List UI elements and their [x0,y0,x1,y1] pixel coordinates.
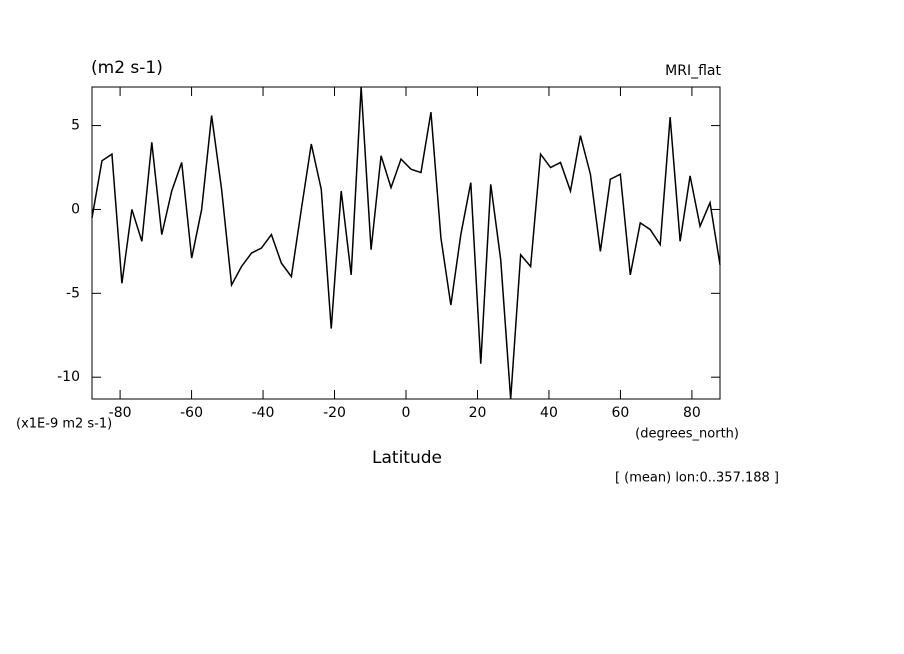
chart-subtitle: MRI_flat [665,63,721,79]
y-tick-label: -10 [57,369,80,385]
y-tick-label: 5 [71,118,80,134]
y-tick-label: 0 [71,201,80,217]
annotation: [ (mean) lon:0..357.188 ] [615,471,779,486]
x-tick-label: 60 [612,405,630,421]
x-tick-label: 0 [402,405,411,421]
x-tick-label: 40 [540,405,558,421]
y-scale-label: (x1E-9 m2 s-1) [16,417,112,432]
x-tick-label: -40 [252,405,275,421]
plot-frame [91,86,721,400]
x-unit-label: (degrees_north) [635,427,739,442]
chart-title: (m2 s-1) [91,58,163,78]
data-line [91,86,721,400]
x-tick-label: -60 [180,405,203,421]
x-axis-title: Latitude [372,448,442,468]
x-tick-label: -20 [323,405,346,421]
x-tick-label: -80 [109,405,132,421]
x-tick-label: 20 [469,405,487,421]
x-tick-label: 80 [683,405,701,421]
y-tick-label: -5 [66,285,80,301]
